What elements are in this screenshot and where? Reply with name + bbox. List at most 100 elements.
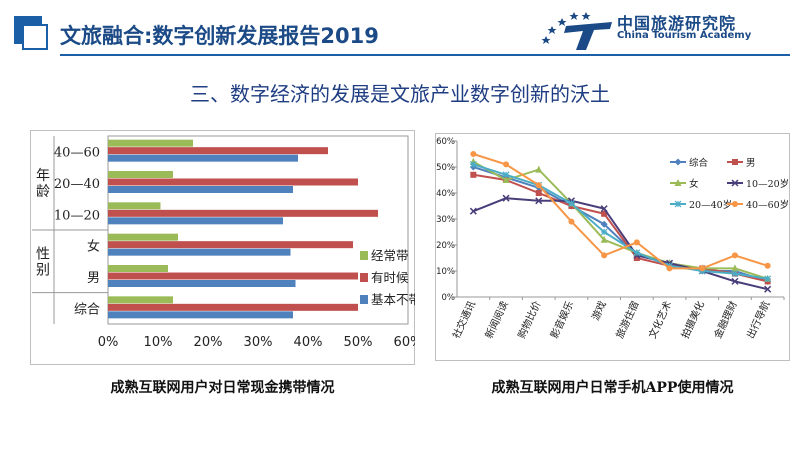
point-女 bbox=[535, 165, 543, 173]
y-tick-label: 男 bbox=[87, 271, 100, 286]
point-40-60岁 bbox=[601, 252, 608, 259]
point-40-60岁 bbox=[503, 161, 510, 168]
legend-label: 10—20岁 bbox=[746, 178, 789, 190]
x-tick-label: 30% bbox=[244, 335, 273, 350]
bar-chart-caption: 成熟互联网用户对日常现金携带情况 bbox=[110, 380, 335, 396]
academy-logo-icon bbox=[541, 12, 612, 50]
bar-基本不带 bbox=[108, 248, 291, 256]
point-女 bbox=[731, 264, 739, 272]
y-tick-label: 60% bbox=[436, 137, 455, 147]
bar-基本不带 bbox=[108, 217, 283, 225]
series-line-40-60岁 bbox=[473, 153, 768, 270]
group-label: 性 bbox=[36, 246, 50, 262]
group-label: 年 bbox=[36, 168, 50, 184]
group-label: 别 bbox=[36, 262, 50, 278]
point-20-40岁 bbox=[502, 171, 510, 179]
x-tick-label: 50% bbox=[344, 335, 373, 350]
y-tick-label: 综合 bbox=[74, 302, 100, 317]
legend-label: 有时候 bbox=[371, 270, 409, 285]
point-40-60岁 bbox=[568, 218, 575, 225]
series-line-男 bbox=[473, 173, 768, 283]
bar-基本不带 bbox=[108, 186, 293, 193]
bar-有时候 bbox=[108, 303, 358, 311]
point-男 bbox=[633, 255, 640, 261]
point-男 bbox=[470, 171, 477, 178]
app-usage-line-chart: 0%10%20%30%40%50%60%社交通讯 新闻阅读 购物比价 影音娱乐 游戏 旅游… bbox=[435, 133, 790, 361]
legend-marker-男 bbox=[732, 159, 738, 165]
point-男 bbox=[601, 210, 608, 217]
point-20-40岁 bbox=[568, 199, 575, 207]
point-40-60岁 bbox=[731, 252, 738, 259]
series-line-20-40岁 bbox=[473, 163, 768, 280]
legend-label: 20—40岁 bbox=[689, 199, 732, 211]
bar-有时候 bbox=[108, 272, 358, 280]
x-tick-label: 40% bbox=[294, 335, 323, 350]
legend-label: 男 bbox=[746, 158, 756, 169]
point-40-60岁 bbox=[470, 151, 477, 157]
legend-marker-女 bbox=[674, 179, 682, 186]
y-tick-label: 0% bbox=[442, 293, 456, 303]
line-chart-caption: 成熟互联网用户日常手机APP使用情况 bbox=[491, 380, 734, 396]
point-10-20岁 bbox=[731, 277, 739, 285]
point-10-20岁 bbox=[764, 285, 772, 293]
section-subtitle: 三、数字经济的发展是文旅产业数字创新的沃土 bbox=[190, 82, 610, 106]
legend-marker-20-40岁 bbox=[674, 200, 682, 208]
x-tick-label: 20% bbox=[194, 335, 223, 350]
point-20-40岁 bbox=[731, 270, 739, 278]
bar-基本不带 bbox=[108, 154, 298, 162]
point-40-60岁 bbox=[633, 239, 640, 246]
y-tick-label: 50% bbox=[436, 163, 455, 173]
bar-基本不带 bbox=[108, 280, 296, 287]
legend-swatch-经常带 bbox=[360, 251, 368, 260]
y-tick-label: 20—40 bbox=[54, 177, 100, 192]
bar-经常带 bbox=[108, 171, 173, 178]
y-tick-label: 10% bbox=[436, 267, 455, 277]
bar-有时候 bbox=[108, 178, 358, 186]
bar-有时候 bbox=[108, 209, 378, 217]
y-tick-label: 10—20 bbox=[54, 208, 100, 223]
y-tick-label: 40% bbox=[436, 189, 455, 199]
legend-label: 综合 bbox=[689, 157, 709, 169]
series-line-10-20岁 bbox=[472, 197, 768, 291]
point-40-60岁 bbox=[666, 265, 673, 272]
point-40-60岁 bbox=[535, 182, 542, 189]
bar-有时候 bbox=[108, 147, 328, 155]
point-10-20岁 bbox=[502, 194, 510, 202]
org-name-cn: 中国旅游研究院 bbox=[617, 14, 737, 33]
header-square-outline-icon bbox=[22, 24, 48, 50]
bar-经常带 bbox=[108, 265, 168, 272]
org-name-en: China Tourism Academy bbox=[617, 30, 752, 41]
legend-swatch-有时候 bbox=[360, 273, 368, 282]
legend-marker-10-20岁 bbox=[731, 179, 739, 187]
bar-经常带 bbox=[108, 233, 178, 241]
legend-label: 40—60岁 bbox=[746, 199, 789, 211]
x-tick-label: 60% bbox=[394, 335, 415, 350]
bar-plot-area bbox=[107, 135, 409, 325]
legend-label: 基本不带 bbox=[371, 292, 415, 307]
y-tick-label: 40—60 bbox=[54, 146, 100, 161]
bar-有时候 bbox=[108, 241, 353, 249]
x-tick-label: 0% bbox=[98, 335, 119, 350]
point-20-40岁 bbox=[764, 275, 772, 283]
point-40-60岁 bbox=[764, 262, 771, 269]
legend-swatch-基本不带 bbox=[360, 295, 368, 304]
page-title: 文旅融合:数字创新发展报告2019 bbox=[60, 24, 379, 48]
y-tick-label: 20% bbox=[436, 241, 455, 251]
point-40-60岁 bbox=[699, 265, 706, 272]
point-20-40岁 bbox=[469, 160, 477, 168]
bar-基本不带 bbox=[108, 311, 293, 319]
legend-marker-40-60岁 bbox=[732, 201, 738, 207]
bar-经常带 bbox=[108, 139, 193, 147]
point-综合 bbox=[600, 220, 608, 228]
bar-经常带 bbox=[108, 296, 173, 304]
legend-label: 女 bbox=[689, 178, 699, 190]
point-女 bbox=[600, 235, 608, 243]
bar-经常带 bbox=[108, 202, 161, 210]
point-男 bbox=[535, 190, 542, 196]
point-10-20岁 bbox=[535, 197, 543, 205]
point-女 bbox=[502, 176, 510, 183]
group-label: 龄 bbox=[36, 184, 50, 200]
point-10-20岁 bbox=[600, 205, 608, 213]
legend-marker-综合 bbox=[674, 158, 682, 166]
